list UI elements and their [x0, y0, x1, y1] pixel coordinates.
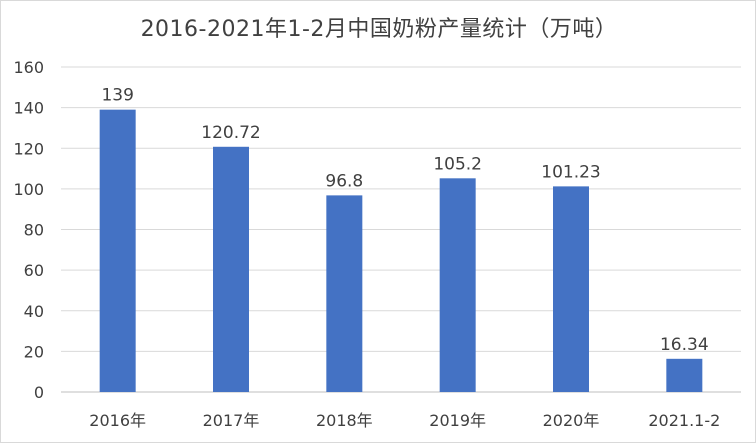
x-tick-label: 2019年: [429, 411, 486, 430]
data-label: 16.34: [660, 335, 709, 355]
y-axis-labels: 0 20 40 60 80 100 120 140 160: [13, 58, 44, 402]
y-tick-label: 100: [13, 180, 44, 199]
bar: [99, 109, 136, 392]
bar: [666, 358, 703, 392]
bar: [439, 178, 476, 392]
data-label: 120.72: [201, 123, 260, 143]
data-label: 105.2: [433, 154, 482, 174]
x-tick-label: 2021.1-2: [648, 411, 720, 430]
x-tick-label: 2018年: [316, 411, 373, 430]
gridlines: [61, 66, 741, 393]
data-label: 139: [101, 86, 133, 106]
bar: [326, 195, 363, 392]
y-tick-label: 160: [13, 58, 44, 77]
y-tick-label: 120: [13, 139, 44, 158]
data-labels: 139 120.72 96.8 105.2 101.23 16.34: [101, 86, 708, 355]
x-tick-label: 2016年: [89, 411, 146, 430]
bars: [99, 109, 703, 392]
bar: [213, 146, 249, 392]
y-tick-label: 80: [24, 221, 44, 240]
x-axis-labels: 2016年 2017年 2018年 2019年 2020年 2021.1-2: [89, 411, 720, 430]
x-tick-label: 2017年: [203, 411, 260, 430]
x-tick-label: 2020年: [543, 411, 600, 430]
bar: [553, 186, 589, 392]
y-tick-label: 40: [24, 302, 44, 321]
data-label: 96.8: [325, 171, 363, 191]
y-tick-label: 20: [24, 342, 44, 361]
y-tick-label: 140: [13, 99, 44, 118]
y-tick-label: 60: [24, 261, 44, 280]
data-label: 101.23: [541, 162, 600, 182]
chart-title: 2016-2021年1-2月中国奶粉产量统计（万吨）: [140, 17, 618, 42]
y-tick-label: 0: [34, 383, 44, 402]
